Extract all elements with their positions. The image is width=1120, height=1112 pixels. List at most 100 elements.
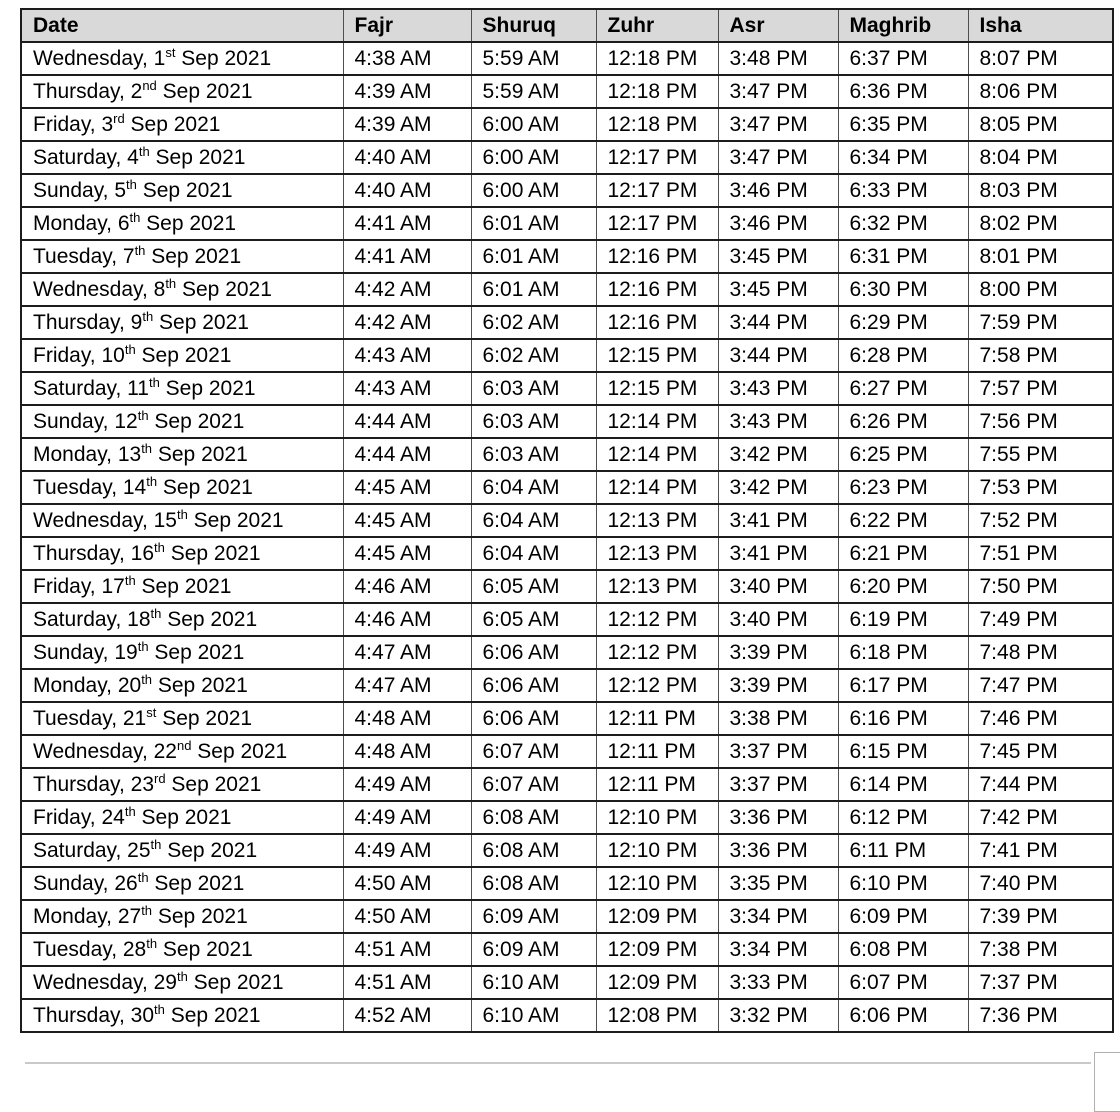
zuhr-cell: 12:18 PM <box>595 74 719 109</box>
table-bottom-shadow <box>25 1062 1091 1064</box>
isha-cell: 8:06 PM <box>967 74 1114 109</box>
table-row: Tuesday, 7th Sep 2021 4:41 AM 6:01 AM 12… <box>20 239 1114 274</box>
shuruq-cell: 6:06 AM <box>470 635 597 670</box>
asr-cell: 3:40 PM <box>717 569 839 604</box>
asr-cell: 3:42 PM <box>717 470 839 505</box>
fajr-cell: 4:46 AM <box>342 602 472 637</box>
date-cell: Wednesday, 1st Sep 2021 <box>20 41 344 76</box>
date-text: Thursday, 30 <box>33 1004 155 1027</box>
date-suffix: Sep 2021 <box>175 47 272 70</box>
date-text: Tuesday, 28 <box>33 938 147 961</box>
asr-cell: 3:47 PM <box>717 140 839 175</box>
maghrib-cell: 6:21 PM <box>837 536 969 571</box>
fajr-cell: 4:52 AM <box>342 998 472 1033</box>
fajr-cell: 4:47 AM <box>342 635 472 670</box>
date-cell: Wednesday, 15th Sep 2021 <box>20 503 344 538</box>
maghrib-cell: 6:20 PM <box>837 569 969 604</box>
date-suffix: Sep 2021 <box>149 146 246 169</box>
shuruq-cell: 6:04 AM <box>470 503 597 538</box>
date-cell: Friday, 10th Sep 2021 <box>20 338 344 373</box>
date-suffix: Sep 2021 <box>164 1004 261 1027</box>
asr-cell: 3:34 PM <box>717 932 839 967</box>
date-ordinal: th <box>137 639 149 654</box>
date-ordinal: th <box>148 375 160 390</box>
date-cell: Friday, 17th Sep 2021 <box>20 569 344 604</box>
date-ordinal: th <box>177 969 188 984</box>
date-text: Saturday, 11 <box>33 377 149 400</box>
date-suffix: Sep 2021 <box>152 905 248 928</box>
isha-cell: 7:39 PM <box>967 899 1114 934</box>
fajr-cell: 4:50 AM <box>342 866 472 901</box>
date-suffix: Sep 2021 <box>191 740 288 763</box>
date-text: Thursday, 9 <box>33 311 143 334</box>
shuruq-cell: 6:05 AM <box>470 602 597 637</box>
zuhr-cell: 12:14 PM <box>595 470 719 505</box>
shuruq-cell: 6:07 AM <box>470 767 597 802</box>
maghrib-cell: 6:33 PM <box>837 173 969 208</box>
asr-cell: 3:36 PM <box>717 800 839 835</box>
shuruq-cell: 6:09 AM <box>470 932 597 967</box>
date-text: Sunday, 12 <box>33 410 138 433</box>
fajr-cell: 4:38 AM <box>342 41 472 76</box>
date-cell: Monday, 27th Sep 2021 <box>20 899 344 934</box>
date-suffix: Sep 2021 <box>156 80 253 103</box>
fajr-cell: 4:41 AM <box>342 239 472 274</box>
date-ordinal: th <box>146 936 158 951</box>
isha-cell: 8:05 PM <box>967 107 1114 142</box>
asr-cell: 3:48 PM <box>717 41 839 76</box>
date-cell: Thursday, 9th Sep 2021 <box>20 305 344 340</box>
date-suffix: Sep 2021 <box>148 872 245 895</box>
table-row: Saturday, 4th Sep 2021 4:40 AM 6:00 AM 1… <box>20 140 1114 175</box>
date-cell: Saturday, 18th Sep 2021 <box>20 602 344 637</box>
table-row: Tuesday, 14th Sep 2021 4:45 AM 6:04 AM 1… <box>20 470 1114 505</box>
date-text: Wednesday, 22 <box>33 740 177 763</box>
table-row: Sunday, 5th Sep 2021 4:40 AM 6:00 AM 12:… <box>20 173 1114 208</box>
isha-cell: 7:48 PM <box>967 635 1114 670</box>
fajr-cell: 4:43 AM <box>342 371 472 406</box>
fajr-cell: 4:51 AM <box>342 965 472 1000</box>
isha-cell: 7:41 PM <box>967 833 1114 868</box>
date-ordinal: th <box>138 144 150 159</box>
fajr-cell: 4:48 AM <box>342 734 472 769</box>
asr-cell: 3:47 PM <box>717 74 839 109</box>
isha-cell: 7:50 PM <box>967 569 1114 604</box>
asr-cell: 3:43 PM <box>717 404 839 439</box>
asr-cell: 3:45 PM <box>717 272 839 307</box>
date-ordinal: th <box>141 672 153 687</box>
asr-cell: 3:44 PM <box>717 338 839 373</box>
asr-cell: 3:44 PM <box>717 305 839 340</box>
maghrib-cell: 6:32 PM <box>837 206 969 241</box>
cropped-corner-fragment <box>1094 1052 1120 1112</box>
shuruq-cell: 6:00 AM <box>470 107 597 142</box>
isha-cell: 7:52 PM <box>967 503 1114 538</box>
isha-cell: 7:36 PM <box>967 998 1114 1033</box>
zuhr-cell: 12:17 PM <box>595 173 719 208</box>
timetable-body: Wednesday, 1st Sep 2021 4:38 AM 5:59 AM … <box>20 41 1114 1033</box>
fajr-cell: 4:49 AM <box>342 767 472 802</box>
zuhr-cell: 12:14 PM <box>595 437 719 472</box>
table-row: Friday, 3rd Sep 2021 4:39 AM 6:00 AM 12:… <box>20 107 1114 142</box>
zuhr-cell: 12:10 PM <box>595 800 719 835</box>
table-row: Monday, 6th Sep 2021 4:41 AM 6:01 AM 12:… <box>20 206 1114 241</box>
fajr-cell: 4:43 AM <box>342 338 472 373</box>
shuruq-cell: 6:03 AM <box>470 404 597 439</box>
date-ordinal: th <box>141 903 153 918</box>
date-cell: Monday, 13th Sep 2021 <box>20 437 344 472</box>
zuhr-cell: 12:11 PM <box>595 701 719 736</box>
isha-cell: 8:00 PM <box>967 272 1114 307</box>
asr-cell: 3:35 PM <box>717 866 839 901</box>
maghrib-cell: 6:18 PM <box>837 635 969 670</box>
maghrib-cell: 6:35 PM <box>837 107 969 142</box>
table-row: Sunday, 19th Sep 2021 4:47 AM 6:06 AM 12… <box>20 635 1114 670</box>
maghrib-cell: 6:23 PM <box>837 470 969 505</box>
shuruq-cell: 6:10 AM <box>470 998 597 1033</box>
asr-cell: 3:32 PM <box>717 998 839 1033</box>
fajr-cell: 4:44 AM <box>342 437 472 472</box>
table-row: Friday, 24th Sep 2021 4:49 AM 6:08 AM 12… <box>20 800 1114 835</box>
date-suffix: Sep 2021 <box>148 641 245 664</box>
shuruq-cell: 6:04 AM <box>470 470 597 505</box>
zuhr-cell: 12:09 PM <box>595 965 719 1000</box>
maghrib-cell: 6:30 PM <box>837 272 969 307</box>
table-row: Monday, 20th Sep 2021 4:47 AM 6:06 AM 12… <box>20 668 1114 703</box>
date-text: Friday, 24 <box>33 806 125 829</box>
